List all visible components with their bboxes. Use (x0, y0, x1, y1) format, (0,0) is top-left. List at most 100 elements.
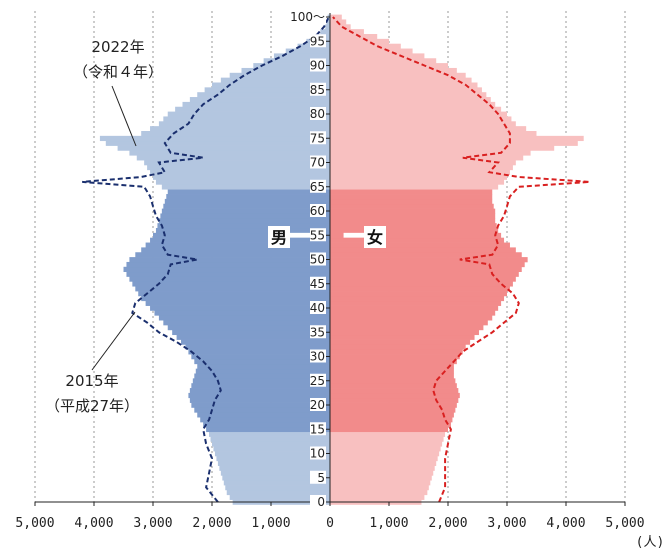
bar-female (330, 237, 505, 243)
bar-male (185, 344, 330, 350)
y-tick-label: 20 (310, 398, 325, 412)
bar-female (330, 305, 499, 311)
bars-group (99, 14, 584, 505)
y-tick-label: 55 (310, 228, 325, 242)
bar-male (210, 436, 330, 442)
bar-female (330, 67, 457, 74)
bar-female (330, 485, 429, 491)
bar-female (330, 349, 463, 355)
bar-male (192, 378, 330, 384)
bar-female (330, 446, 441, 452)
bar-female (330, 324, 484, 331)
bar-male (164, 198, 330, 205)
bar-female (330, 388, 459, 394)
bar-female (330, 247, 516, 253)
bar-female (330, 106, 502, 112)
bar-female (330, 169, 510, 176)
y-tick-label: 100～ (290, 10, 325, 24)
bar-male (117, 145, 330, 151)
bar-male (158, 315, 330, 321)
lines-group (82, 16, 590, 503)
bar-male (157, 223, 330, 229)
bar-female (330, 320, 488, 326)
bar-female (330, 412, 454, 418)
bar-male (150, 169, 330, 176)
bar-male (154, 310, 330, 316)
bar-male (141, 247, 330, 253)
annotation-2022: 2022年 （令和４年） (73, 38, 163, 147)
bar-female (330, 436, 444, 442)
bar-male (191, 402, 330, 408)
bar-female (330, 368, 454, 374)
bar-female (330, 97, 491, 103)
bar-female (330, 135, 584, 142)
y-tick-label: 5 (317, 471, 325, 485)
bar-male (163, 203, 330, 209)
bar-female (330, 378, 456, 384)
bar-male (241, 67, 330, 74)
bar-female (330, 43, 401, 49)
bar-male (285, 48, 330, 54)
bar-female (330, 140, 578, 146)
y-tick-label: 95 (310, 34, 325, 48)
y-tick-label-bg (310, 82, 326, 96)
y-tick-label: 85 (310, 83, 325, 97)
bar-male (147, 164, 330, 171)
bar-male (195, 368, 330, 374)
bar-male (222, 475, 330, 481)
bar-male (200, 417, 330, 423)
annotation-2022-pointer (111, 85, 137, 147)
bar-female (330, 397, 459, 403)
bar-female (330, 227, 499, 234)
bar-male (206, 426, 330, 433)
bar-female (330, 300, 502, 306)
bar-male (229, 72, 330, 79)
bar-male (220, 77, 330, 83)
bar-female (330, 63, 448, 69)
bar-female (330, 310, 496, 316)
bar-male (158, 121, 330, 127)
bar-female (330, 126, 527, 132)
bar-female (330, 291, 507, 297)
x-tick-label: 5,000 (15, 516, 54, 531)
x-tick-label: 4,000 (74, 516, 113, 531)
bar-female (330, 242, 510, 248)
bar-female (330, 281, 513, 287)
bar-male (145, 300, 330, 306)
bar-female (330, 373, 454, 379)
bar-female (330, 174, 507, 180)
y-tick-label-bg (310, 131, 326, 145)
annotation-2015-era: （平成27年） (45, 397, 139, 415)
female-label: 女 (367, 228, 383, 247)
bar-female (330, 223, 497, 229)
bar-female (330, 334, 475, 340)
bar-female (330, 198, 493, 205)
bar-female (330, 441, 443, 447)
bar-male (129, 276, 330, 282)
x-tick-label: 0 (326, 516, 334, 531)
line-2015-female (332, 16, 590, 503)
bar-male (326, 19, 330, 25)
bar-male (189, 397, 330, 403)
bar-male (161, 208, 330, 214)
bar-male (273, 53, 330, 59)
bar-female (330, 72, 466, 79)
annotation-2022-year: 2022年 (91, 38, 144, 56)
bar-male (189, 388, 330, 394)
bar-female (330, 480, 431, 486)
bar-male (163, 320, 330, 326)
bar-male (223, 480, 330, 486)
y-tick-label-bg (310, 58, 326, 72)
bar-female (330, 130, 537, 137)
y-tick-label: 80 (310, 107, 325, 121)
bar-female (330, 155, 524, 161)
bar-male (197, 92, 330, 98)
bar-female (330, 426, 448, 433)
bar-female (330, 101, 496, 108)
bar-female (330, 295, 505, 302)
bar-female (330, 48, 413, 54)
bar-male (263, 58, 330, 64)
y-tick-label-bg (310, 422, 326, 436)
male-label-box: 男 (268, 226, 290, 248)
bar-female (330, 150, 531, 156)
